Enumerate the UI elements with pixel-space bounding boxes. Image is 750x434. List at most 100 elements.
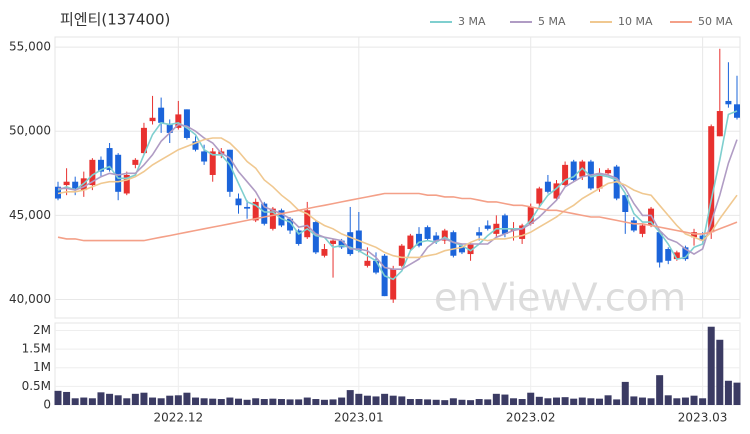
candle-body: [407, 235, 414, 250]
volume-bar: [217, 399, 225, 405]
volume-bar: [647, 398, 655, 405]
y-tick-label: 50,000: [9, 124, 51, 138]
volume-bar: [71, 398, 79, 405]
candle-body: [89, 159, 96, 186]
candle-body: [433, 235, 440, 241]
volume-bar: [54, 390, 62, 405]
candle-body: [570, 161, 577, 181]
volume-bar: [183, 392, 191, 405]
volume-bar: [303, 397, 311, 405]
candle-body: [132, 159, 139, 165]
candle-body: [467, 243, 474, 255]
candle-body: [106, 148, 113, 170]
volume-bar: [372, 396, 380, 405]
x-tick-label: 2022.12: [154, 411, 204, 425]
volume-bar: [174, 395, 182, 405]
volume-bar: [286, 399, 294, 405]
candle-body: [330, 240, 337, 244]
candle-body: [708, 126, 715, 233]
volume-bar: [338, 397, 346, 405]
candle-body: [166, 124, 173, 133]
candle-body: [72, 181, 79, 189]
candle-body: [183, 109, 190, 138]
volume-bar: [449, 398, 457, 405]
candle-body: [673, 252, 680, 260]
candle-body: [562, 164, 569, 186]
volume-bar: [106, 393, 114, 405]
candle-body: [192, 141, 199, 150]
volume-bar: [458, 399, 466, 405]
volume-bar: [441, 400, 449, 405]
candle-body: [527, 206, 534, 224]
candle-body: [639, 225, 646, 234]
volume-bar: [97, 392, 105, 405]
y-tick-label: 2M: [33, 323, 51, 337]
candle-body: [175, 114, 182, 128]
candle-body: [295, 230, 302, 244]
candle-body: [725, 100, 732, 105]
volume-bar: [604, 395, 612, 405]
volume-bar: [80, 397, 88, 405]
y-tick-label: 0.5M: [22, 379, 51, 393]
volume-bar: [518, 399, 526, 405]
candle-body: [415, 233, 422, 246]
candle-body: [304, 210, 311, 238]
volume-bar: [432, 399, 440, 405]
candle-body: [596, 173, 603, 189]
volume-bar: [209, 398, 217, 405]
volume-bar: [243, 399, 251, 405]
candle-body: [338, 240, 345, 248]
ma-line: [57, 110, 738, 281]
y-tick-label: 0: [43, 398, 51, 412]
candle-body: [536, 188, 543, 204]
candle-body: [630, 220, 637, 231]
volume-bar: [699, 398, 707, 405]
legend-label: 10 MA: [618, 15, 653, 28]
volume-bar: [252, 398, 260, 405]
volume-bar: [260, 399, 268, 405]
candle-body: [484, 225, 491, 229]
volume-bar: [673, 398, 681, 405]
candle-body: [553, 183, 560, 199]
candle-body: [149, 117, 156, 122]
candle-body: [244, 206, 251, 209]
legend-label: 50 MA: [698, 15, 733, 28]
candle-body: [390, 269, 397, 300]
ma-line: [58, 123, 738, 270]
candle-body: [158, 107, 165, 123]
volume-bar: [475, 399, 483, 405]
candle-body: [424, 227, 431, 239]
volume-bar: [140, 392, 148, 405]
candle-body: [656, 232, 663, 263]
volume-bar: [553, 397, 561, 405]
candle-body: [441, 230, 448, 241]
volume-bar: [149, 397, 157, 405]
volume-bar: [716, 339, 724, 405]
volume-bar: [630, 396, 638, 405]
candle-body: [510, 228, 517, 231]
volume-bar: [467, 400, 475, 405]
volume-bar: [88, 398, 96, 405]
volume-bar: [398, 396, 406, 405]
y-tick-label: 1M: [33, 360, 51, 374]
candle-body: [682, 247, 689, 260]
candle-body: [699, 235, 706, 241]
volume-bar: [415, 399, 423, 405]
candle-body: [55, 186, 61, 199]
candle-body: [716, 111, 723, 137]
candle-body: [226, 149, 233, 192]
volume-bar: [200, 398, 208, 405]
candle-body: [63, 181, 70, 186]
candle-body: [622, 195, 629, 212]
candle-body: [691, 232, 698, 238]
candle-body: [450, 232, 457, 256]
volume-bar: [578, 397, 586, 405]
legend-label: 3 MA: [458, 15, 486, 28]
volume-bar: [269, 398, 277, 405]
volume-bar: [527, 392, 535, 405]
candle-body: [269, 208, 276, 229]
legend-label: 5 MA: [538, 15, 566, 28]
candle-body: [519, 225, 526, 239]
volume-bar: [595, 398, 603, 405]
candle-body: [209, 151, 216, 175]
